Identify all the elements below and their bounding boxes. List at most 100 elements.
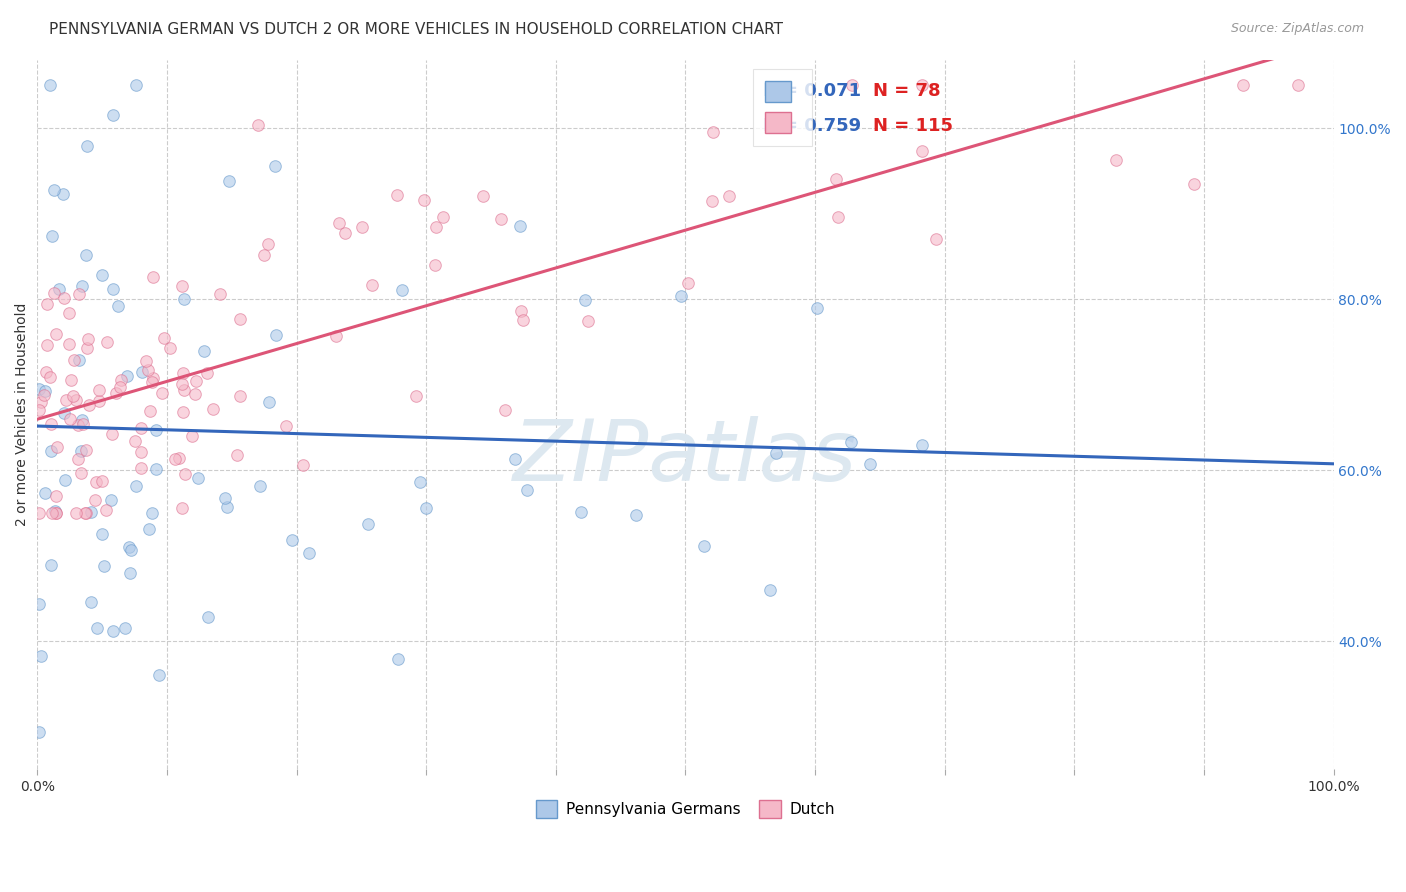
Point: [671, 289, 693, 303]
Point: [105, 385, 128, 400]
Point: [34, 485, 56, 500]
Point: [76, 341, 98, 355]
Point: [925, 232, 948, 246]
Point: [432, 211, 454, 225]
Point: [172, 279, 194, 293]
Point: [70, 466, 93, 480]
Point: [163, 452, 186, 467]
Point: [218, 174, 240, 188]
Point: [55, 473, 77, 487]
Point: [101, 108, 124, 122]
Point: [62, 352, 84, 367]
Point: [72, 278, 94, 293]
Point: [626, 508, 648, 522]
Point: [257, 395, 280, 409]
Point: [65, 392, 87, 407]
Point: [153, 331, 176, 345]
Point: [58, 412, 80, 426]
Point: [45, 327, 67, 342]
Point: [509, 219, 531, 234]
Point: [827, 210, 849, 224]
Point: [142, 269, 165, 284]
Point: [35, 365, 58, 379]
Point: [578, 314, 600, 328]
Point: [138, 522, 160, 536]
Point: [101, 426, 124, 441]
Point: [247, 118, 270, 132]
Point: [118, 540, 141, 554]
Point: [125, 479, 148, 493]
Point: [58, 337, 80, 351]
Point: [96, 334, 118, 349]
Point: [516, 483, 538, 497]
Point: [423, 258, 446, 272]
Point: [39, 370, 62, 384]
Point: [86, 621, 108, 635]
Point: [226, 448, 249, 462]
Point: [66, 452, 89, 467]
Point: [62, 389, 84, 403]
Point: [208, 286, 231, 301]
Point: [135, 354, 157, 368]
Point: [100, 493, 122, 508]
Point: [34, 388, 56, 402]
Point: [172, 405, 194, 419]
Point: [76, 332, 98, 346]
Text: N = 115: N = 115: [873, 117, 953, 136]
Point: [53, 406, 76, 420]
Point: [79, 505, 101, 519]
Point: [693, 539, 716, 553]
Point: [93, 558, 115, 573]
Point: [91, 268, 114, 282]
Point: [141, 506, 163, 520]
Point: [67, 287, 90, 301]
Point: [94, 503, 117, 517]
Point: [718, 189, 741, 203]
Point: [333, 226, 356, 240]
Point: [472, 189, 495, 203]
Point: [183, 387, 205, 401]
Point: [357, 516, 380, 531]
Point: [48, 282, 70, 296]
Point: [172, 500, 194, 515]
Point: [67, 353, 90, 368]
Point: [89, 393, 111, 408]
Point: [195, 366, 218, 380]
Point: [173, 292, 195, 306]
Point: [27, 403, 49, 417]
Legend: Pennsylvania Germans, Dutch: Pennsylvania Germans, Dutch: [529, 793, 842, 825]
Point: [145, 461, 167, 475]
Point: [124, 78, 146, 93]
Point: [385, 187, 408, 202]
Point: [292, 458, 315, 473]
Point: [169, 451, 191, 466]
Point: [806, 301, 828, 316]
Point: [325, 329, 347, 343]
Point: [569, 505, 592, 519]
Point: [141, 375, 163, 389]
Point: [159, 341, 181, 355]
Point: [187, 471, 209, 485]
Point: [1286, 78, 1309, 93]
Point: [297, 546, 319, 560]
Point: [120, 566, 142, 580]
Point: [489, 212, 512, 227]
Point: [103, 624, 125, 638]
Point: [825, 172, 848, 186]
Point: [84, 492, 107, 507]
Point: [42, 184, 65, 198]
Point: [274, 419, 297, 434]
Point: [45, 506, 67, 520]
Point: [257, 236, 280, 251]
Point: [35, 338, 58, 352]
Point: [34, 384, 56, 399]
Point: [65, 506, 87, 520]
Point: [214, 491, 236, 505]
Point: [117, 368, 139, 383]
Point: [30, 394, 52, 409]
Point: [58, 306, 80, 320]
Point: [84, 475, 107, 490]
Y-axis label: 2 or more Vehicles in Household: 2 or more Vehicles in Household: [15, 302, 30, 526]
Point: [512, 312, 534, 326]
Point: [352, 220, 374, 235]
